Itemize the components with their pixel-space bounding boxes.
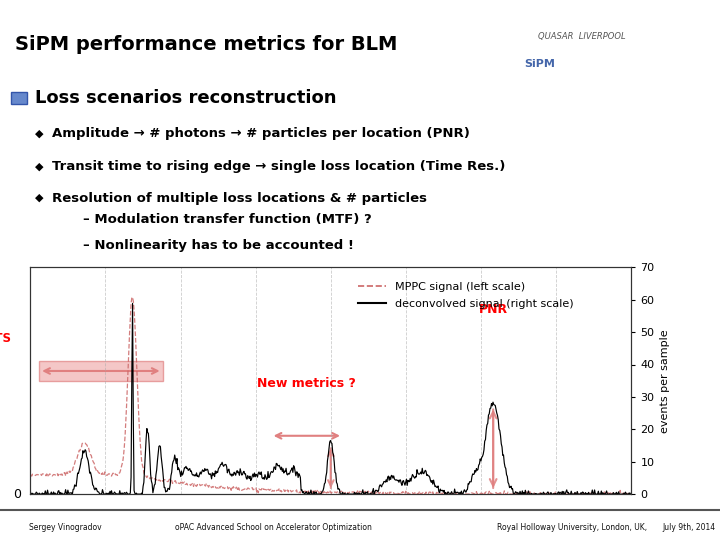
Text: ◆: ◆ (35, 193, 43, 203)
Text: SiPM: SiPM (524, 59, 555, 69)
Text: Royal Holloway University, London, UK,: Royal Holloway University, London, UK, (497, 523, 647, 532)
Text: – Modulation transfer function (MTF) ?: – Modulation transfer function (MTF) ? (83, 213, 372, 226)
FancyArrowPatch shape (276, 433, 338, 438)
Text: New metrics ?: New metrics ? (257, 377, 356, 390)
Bar (11, 92, 27, 104)
Text: QUASAR  LIVERPOOL: QUASAR LIVERPOOL (538, 32, 625, 40)
FancyArrowPatch shape (328, 450, 333, 488)
Text: Sergey Vinogradov: Sergey Vinogradov (29, 523, 102, 532)
FancyBboxPatch shape (40, 361, 163, 381)
FancyArrowPatch shape (328, 448, 333, 486)
FancyArrowPatch shape (45, 368, 158, 374)
Text: oPAC Advanced School on Accelerator Optimization: oPAC Advanced School on Accelerator Opti… (175, 523, 372, 532)
Text: PNR: PNR (479, 303, 508, 316)
FancyArrowPatch shape (490, 411, 497, 488)
Text: Loss scenarios reconstruction: Loss scenarios reconstruction (35, 89, 336, 107)
FancyArrowPatch shape (490, 409, 497, 486)
Text: Resolution of multiple loss locations & # particles: Resolution of multiple loss locations & … (52, 192, 427, 205)
Text: – Nonlinearity has to be accounted !: – Nonlinearity has to be accounted ! (83, 239, 354, 252)
Legend: MPPC signal (left scale), deconvolved signal (right scale): MPPC signal (left scale), deconvolved si… (354, 278, 577, 313)
Text: 0: 0 (13, 488, 21, 501)
Text: ◆: ◆ (35, 162, 43, 172)
Text: SiPM performance metrics for BLM: SiPM performance metrics for BLM (16, 35, 398, 54)
Text: TTS: TTS (0, 332, 12, 345)
Y-axis label: events per sample: events per sample (660, 329, 670, 433)
Text: July 9th, 2014: July 9th, 2014 (662, 523, 716, 532)
Text: Amplitude → # photons → # particles per location (PNR): Amplitude → # photons → # particles per … (52, 127, 469, 140)
Text: Transit time to rising edge → single loss location (Time Res.): Transit time to rising edge → single los… (52, 160, 505, 173)
Text: ◆: ◆ (35, 129, 43, 139)
